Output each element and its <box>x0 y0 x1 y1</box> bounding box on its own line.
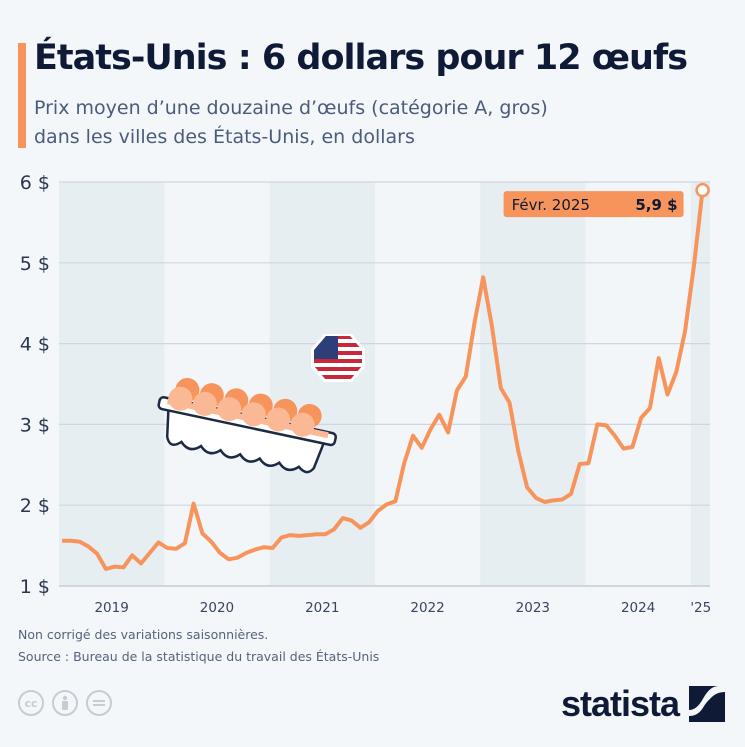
y-axis-labels: 1 $ 2 $ 3 $ 4 $ 5 $ 6 $ <box>20 172 50 598</box>
line-chart: 1 $2 $3 $4 $5 $6 $ 2019 2020 2021 2022 2023 2… <box>20 172 711 616</box>
year-band <box>690 182 710 586</box>
chart-subtitle: Prix moyen d’une douzaine d’œufs (catégo… <box>34 94 734 152</box>
annotation-tooltip: Févr. 2025 5,9 $ <box>503 191 684 218</box>
x-tick-label: 2019 <box>94 600 128 616</box>
y-tick-label: 1 $ <box>20 576 50 598</box>
year-band <box>374 182 481 586</box>
cc-icon[interactable]: cc <box>18 690 44 716</box>
footnotes: Non corrigé des variations saisonnières.… <box>18 624 379 668</box>
x-tick-label: 2022 <box>410 600 444 616</box>
x-tick-label: '25 <box>690 600 711 616</box>
chart-title: États-Unis : 6 dollars pour 12 œufs <box>34 38 688 78</box>
tooltip-date: Févr. 2025 <box>512 196 590 214</box>
logo-text: statista <box>560 683 680 724</box>
y-tick-label: 2 $ <box>20 495 50 517</box>
year-bands <box>59 182 710 586</box>
year-band <box>269 182 375 586</box>
subtitle-line-1: Prix moyen d’une douzaine d’œufs (catégo… <box>34 97 548 119</box>
us-flag-icon <box>311 334 365 382</box>
last-data-point[interactable] <box>695 182 710 198</box>
x-tick-label: 2021 <box>305 600 339 616</box>
year-band <box>480 182 586 586</box>
y-tick-label: 4 $ <box>20 334 50 356</box>
statista-logo[interactable]: statista <box>561 683 725 725</box>
y-tick-label: 6 $ <box>20 172 50 194</box>
attribution-icon[interactable] <box>52 690 78 716</box>
x-axis-labels: 2019 2020 2021 2022 2023 2024 '25 <box>94 600 711 616</box>
statista-logo-icon <box>689 686 725 722</box>
year-band <box>59 182 165 586</box>
egg-carton-icon <box>157 377 337 474</box>
x-tick-label: 2023 <box>516 600 550 616</box>
x-tick-label: 2020 <box>200 600 234 616</box>
y-tick-label: 5 $ <box>20 253 50 275</box>
adjustment-note: Non corrigé des variations saisonnières. <box>18 627 269 642</box>
no-derivatives-icon[interactable] <box>86 690 112 716</box>
title-accent-bar <box>18 43 26 148</box>
price-line <box>62 189 705 571</box>
tooltip-value: 5,9 $ <box>635 196 677 214</box>
x-tick-label: 2024 <box>621 600 655 616</box>
subtitle-line-2: dans les villes des États-Unis, en dolla… <box>34 126 415 148</box>
license-icons[interactable]: cc <box>18 690 112 716</box>
y-tick-label: 3 $ <box>20 414 50 436</box>
year-band <box>585 182 691 586</box>
source-note: Source : Bureau de la statistique du tra… <box>18 649 380 664</box>
tooltip-box <box>503 191 684 218</box>
